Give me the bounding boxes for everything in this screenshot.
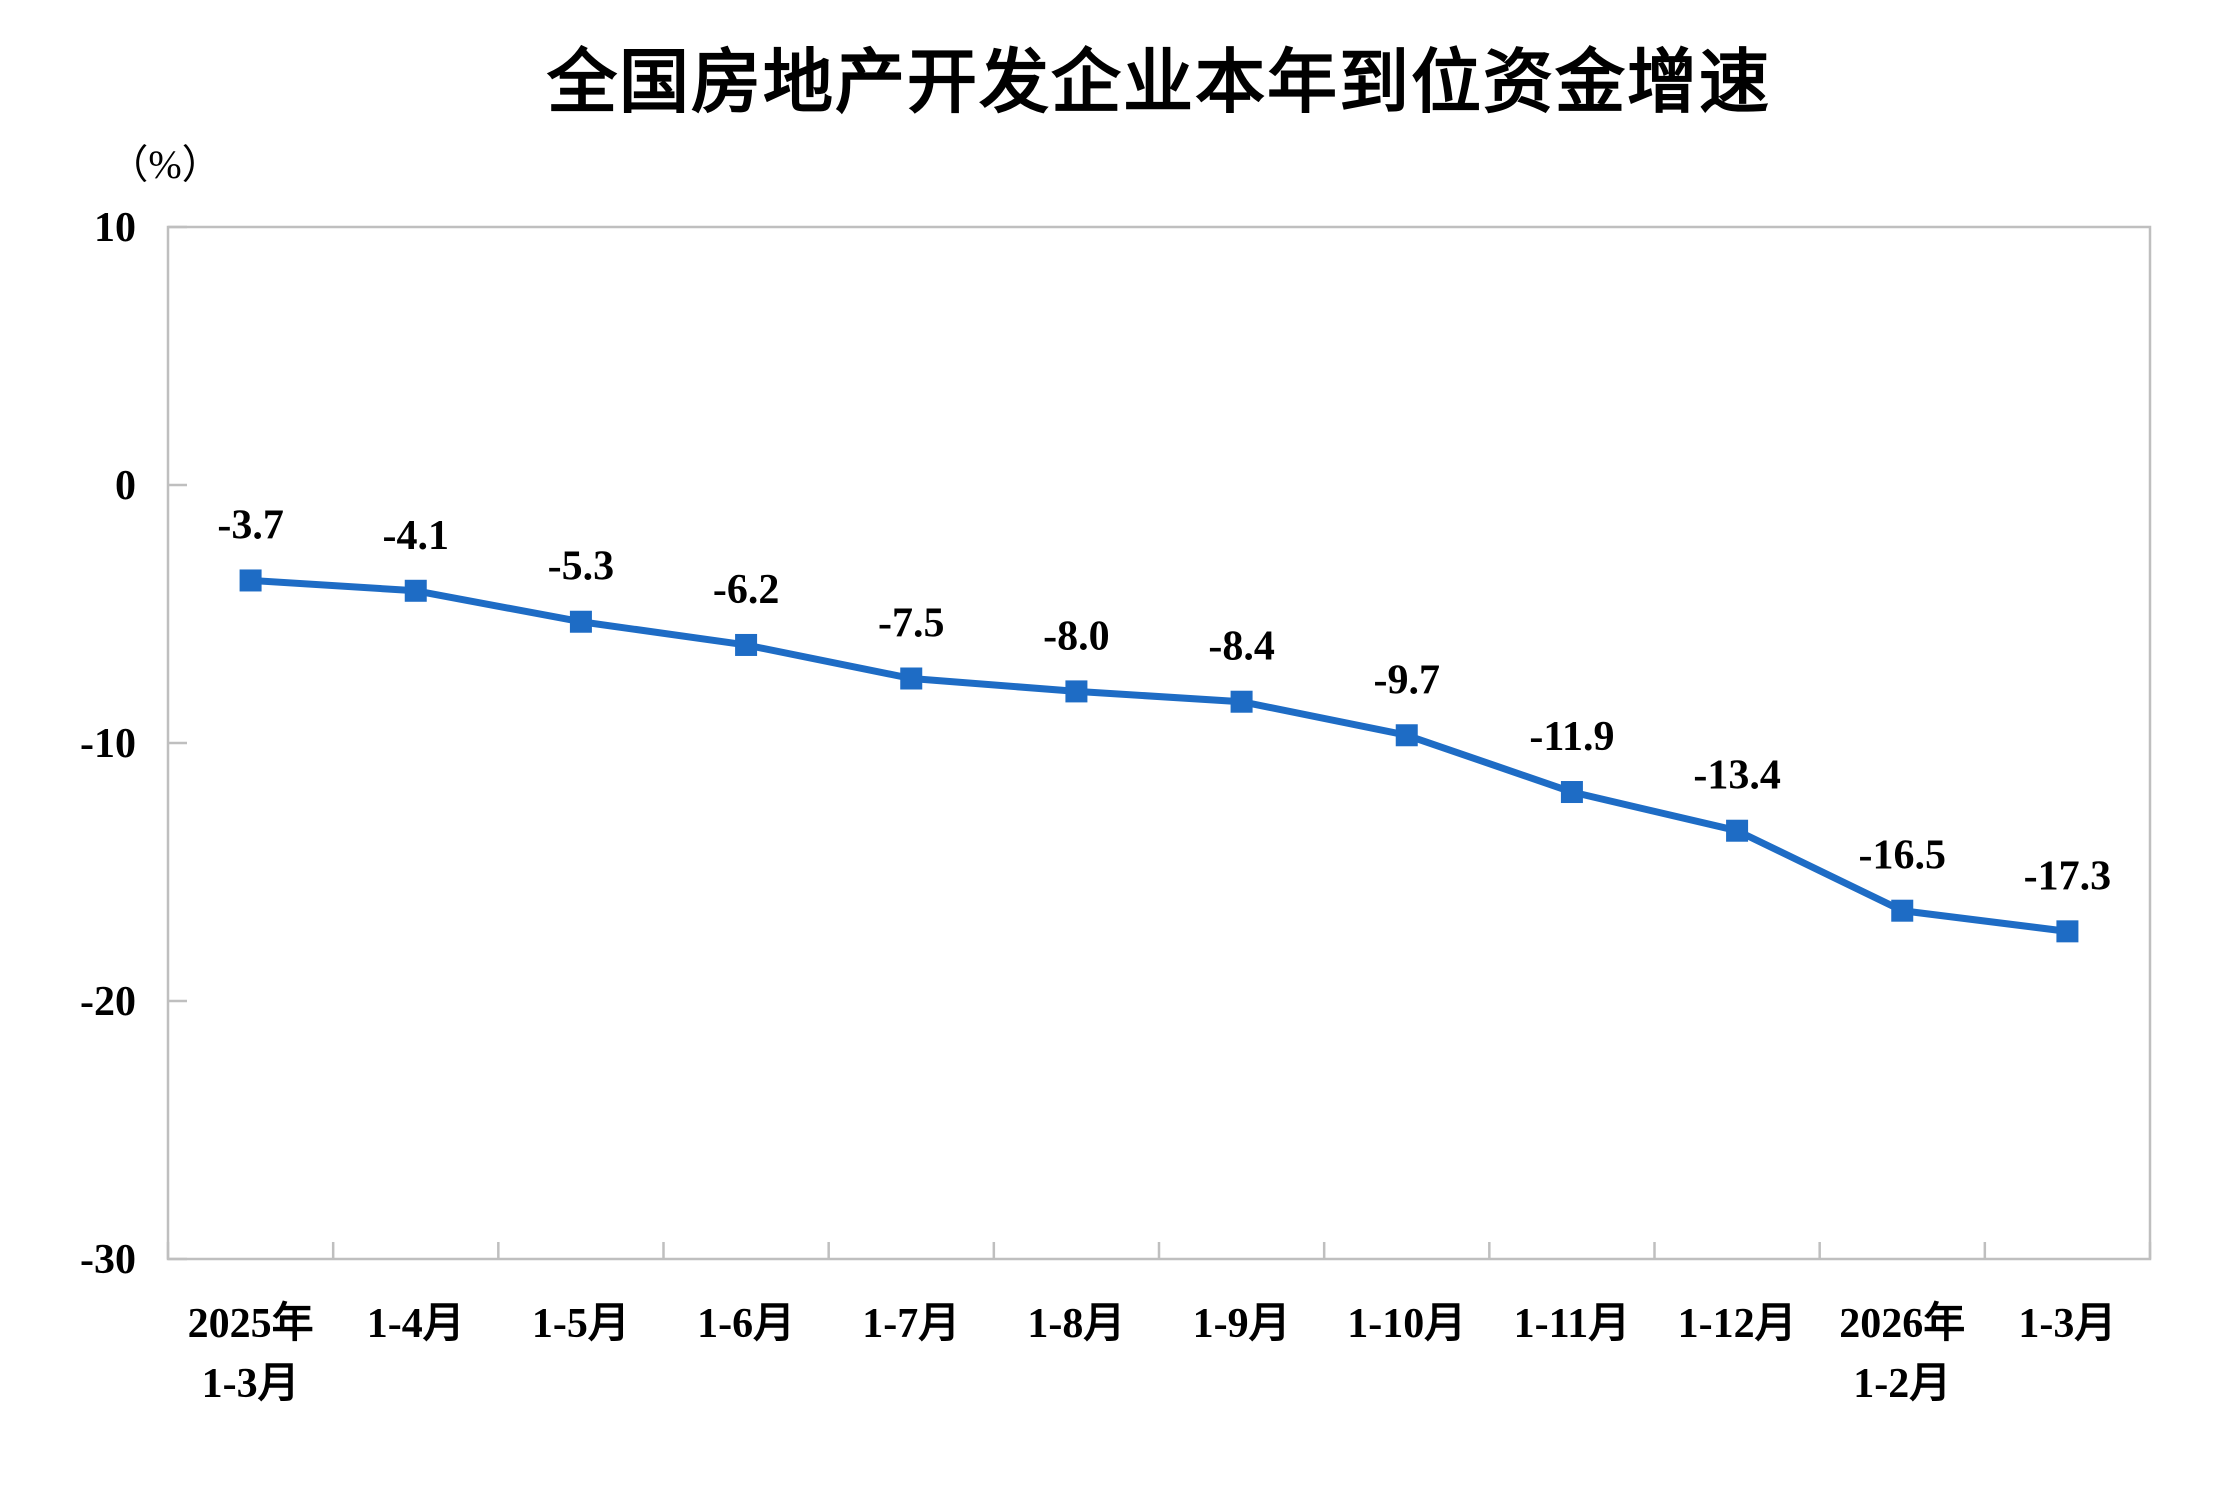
data-point-marker	[1065, 680, 1088, 703]
data-point-label: -17.3	[2024, 853, 2112, 899]
data-point-label: -7.5	[878, 601, 945, 647]
data-point-label: -4.1	[383, 513, 450, 559]
y-tick-label: -20	[80, 979, 136, 1025]
data-point-marker	[1726, 819, 1749, 842]
y-tick-label: 0	[115, 463, 136, 509]
x-axis-label: 1-12月	[1678, 1301, 1797, 1347]
data-point-marker	[1230, 690, 1253, 713]
y-tick-label: -10	[80, 721, 136, 767]
data-point-label: -9.7	[1374, 657, 1441, 703]
y-axis-unit-label: （%）	[108, 142, 222, 187]
x-axis-label: 1-7月	[862, 1301, 960, 1347]
data-point-label: -5.3	[548, 544, 615, 590]
data-point-marker	[569, 610, 592, 633]
x-axis-label: 1-6月	[697, 1301, 795, 1347]
x-axis-label: 1-3月	[2018, 1301, 2116, 1347]
x-axis-label: 1-10月	[1347, 1301, 1466, 1347]
data-point-marker	[2056, 920, 2079, 943]
data-point-label: -8.4	[1208, 624, 1275, 670]
x-axis-label: 1-4月	[367, 1301, 465, 1347]
data-point-label: -8.0	[1043, 613, 1110, 659]
data-point-label: -11.9	[1529, 714, 1614, 760]
x-axis-label: 1-5月	[532, 1301, 630, 1347]
data-line	[247, 576, 2071, 935]
data-point-marker	[404, 579, 427, 602]
data-point-label: -3.7	[217, 502, 284, 548]
data-point-marker	[735, 633, 758, 656]
data-point-label: -6.2	[713, 567, 780, 613]
data-point-marker	[900, 667, 923, 690]
x-axis-label: 1-8月	[1027, 1301, 1125, 1347]
data-point-marker	[239, 569, 262, 592]
data-point-label: -13.4	[1693, 753, 1781, 799]
x-axis-label: 2025年 1-3月	[188, 1300, 314, 1407]
data-point-marker	[1395, 724, 1418, 747]
x-axis-label: 1-11月	[1514, 1301, 1631, 1347]
y-tick-label: 10	[94, 205, 136, 251]
x-axis-label: 2026年 1-2月	[1839, 1300, 1965, 1407]
y-tick-label: -30	[80, 1237, 136, 1283]
chart-title: 全国房地产开发企业本年到位资金增速	[547, 45, 1771, 122]
data-point-marker	[1560, 781, 1583, 804]
x-axis-label: 1-9月	[1193, 1301, 1291, 1347]
data-point-label: -16.5	[1859, 833, 1947, 879]
plot-border	[166, 225, 2152, 1261]
data-point-marker	[1891, 899, 1914, 922]
